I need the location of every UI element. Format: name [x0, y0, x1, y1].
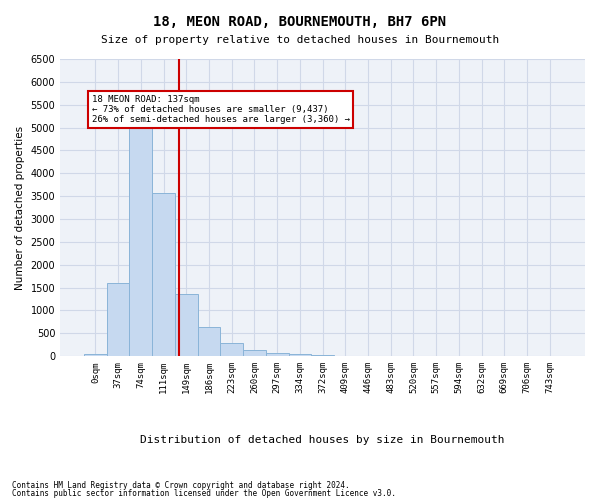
Bar	[130, 126, 152, 356]
Text: 18, MEON ROAD, BOURNEMOUTH, BH7 6PN: 18, MEON ROAD, BOURNEMOUTH, BH7 6PN	[154, 15, 446, 29]
Text: 18 MEON ROAD: 137sqm
← 73% of detached houses are smaller (9,437)
26% of semi-de: 18 MEON ROAD: 137sqm ← 73% of detached h…	[92, 94, 350, 124]
X-axis label: Distribution of detached houses by size in Bournemouth: Distribution of detached houses by size …	[140, 435, 505, 445]
Bar	[220, 343, 243, 356]
Bar	[289, 354, 311, 356]
Text: Size of property relative to detached houses in Bournemouth: Size of property relative to detached ho…	[101, 35, 499, 45]
Bar	[175, 294, 197, 356]
Text: Contains public sector information licensed under the Open Government Licence v3: Contains public sector information licen…	[12, 488, 396, 498]
Bar	[152, 192, 175, 356]
Bar	[84, 354, 107, 356]
Bar	[107, 283, 130, 356]
Bar	[266, 352, 289, 356]
Bar	[197, 326, 220, 356]
Y-axis label: Number of detached properties: Number of detached properties	[15, 126, 25, 290]
Bar	[243, 350, 266, 356]
Bar	[311, 355, 334, 356]
Text: Contains HM Land Registry data © Crown copyright and database right 2024.: Contains HM Land Registry data © Crown c…	[12, 481, 350, 490]
